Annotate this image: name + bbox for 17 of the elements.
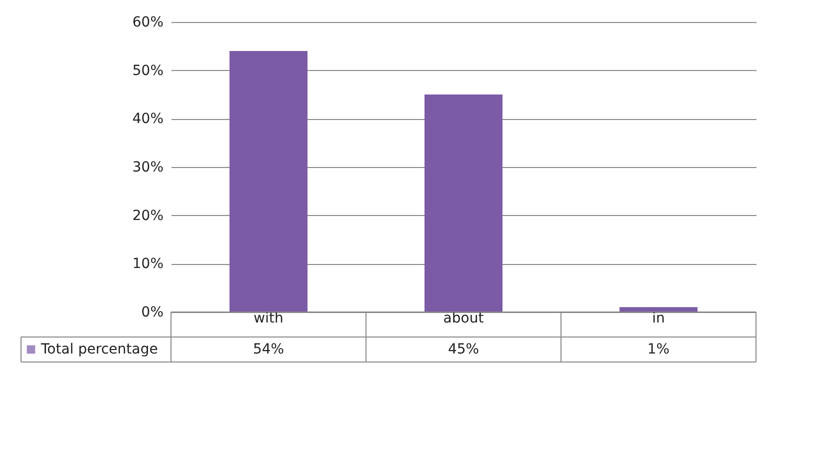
y-tick-label: 50% bbox=[132, 62, 164, 79]
y-tick-label: 30% bbox=[132, 160, 164, 176]
data-label: 45% bbox=[448, 342, 480, 358]
bar bbox=[230, 51, 308, 312]
x-tick-label: in bbox=[652, 310, 665, 326]
y-tick-label: 10% bbox=[132, 256, 164, 272]
legend-label: Total percentage bbox=[40, 342, 158, 358]
bar bbox=[424, 94, 502, 312]
y-tick-label: 40% bbox=[132, 111, 164, 128]
data-label: 54% bbox=[252, 342, 284, 358]
bar bbox=[620, 307, 698, 312]
x-tick-label: with bbox=[254, 310, 284, 326]
y-tick-label: 60% bbox=[132, 14, 164, 30]
y-tick-label: 20% bbox=[132, 208, 164, 224]
y-tick-label: 0% bbox=[141, 304, 164, 320]
data-label: 1% bbox=[647, 342, 670, 358]
x-tick-label: about bbox=[443, 310, 484, 326]
